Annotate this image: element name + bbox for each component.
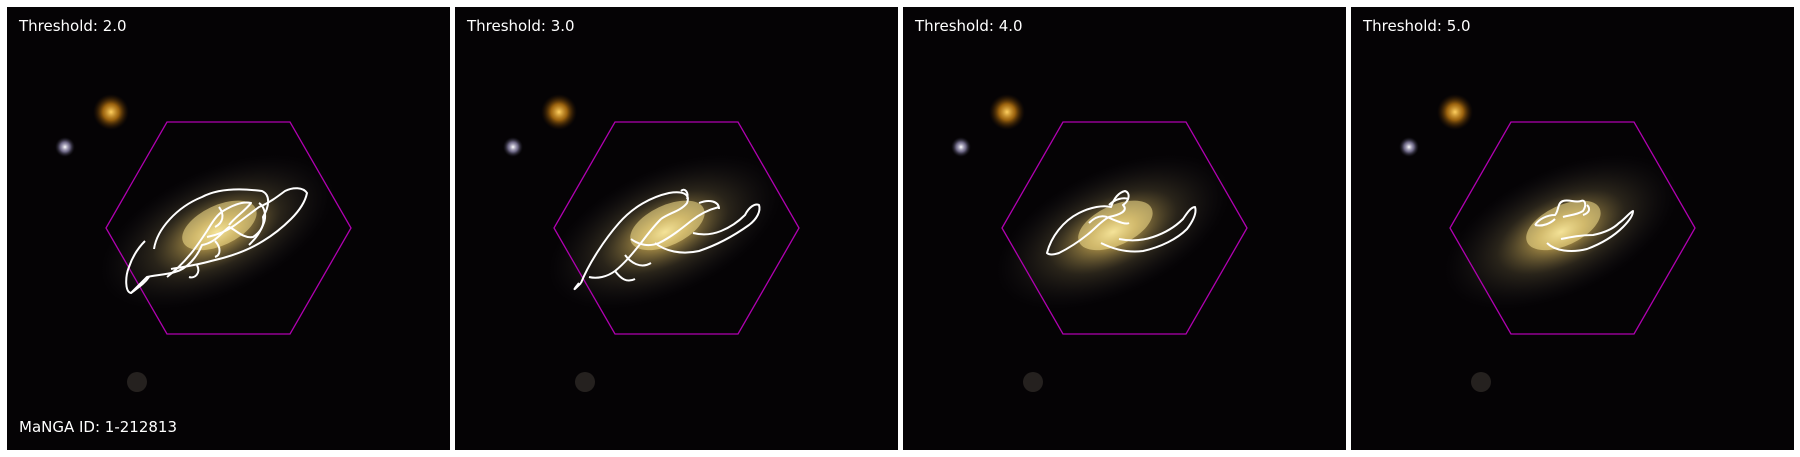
contour-lines — [1534, 199, 1634, 252]
background-star-white — [1399, 137, 1419, 157]
background-star-white — [55, 137, 75, 157]
ifu-hexagon — [105, 121, 352, 335]
galaxy — [996, 154, 1230, 310]
contour-lines — [125, 187, 308, 294]
galaxy-image — [903, 7, 1346, 450]
manga-id-label: MaNGA ID: 1-212813 — [19, 418, 178, 436]
contour-lines — [1046, 190, 1197, 256]
background-star-white — [503, 137, 523, 157]
threshold-label: Threshold: 2.0 — [19, 17, 127, 35]
background-star-orange — [989, 94, 1025, 130]
faint-source — [1023, 372, 1043, 392]
background-star-white — [951, 137, 971, 157]
background-star-orange — [93, 94, 129, 130]
faint-source — [575, 372, 595, 392]
ifu-hexagon — [1449, 121, 1696, 335]
galaxy-image — [455, 7, 898, 450]
galaxy — [1444, 154, 1678, 310]
threshold-label: Threshold: 4.0 — [915, 17, 1023, 35]
faint-source — [127, 372, 147, 392]
background-star-orange — [541, 94, 577, 130]
galaxy — [548, 154, 782, 310]
ifu-hexagon — [553, 121, 800, 335]
panel-threshold-4: Threshold: 4.0 — [903, 7, 1346, 450]
contour-lines — [573, 188, 761, 290]
galaxy-image — [1351, 7, 1794, 450]
faint-source — [1471, 372, 1491, 392]
background-star-orange — [1437, 94, 1473, 130]
galaxy-image — [7, 7, 450, 450]
threshold-label: Threshold: 5.0 — [1363, 17, 1471, 35]
galaxy — [100, 154, 334, 310]
panel-threshold-3: Threshold: 3.0 — [455, 7, 898, 450]
threshold-label: Threshold: 3.0 — [467, 17, 575, 35]
panel-threshold-2: Threshold: 2.0 MaNGA ID: 1-212813 — [7, 7, 450, 450]
panel-threshold-5: Threshold: 5.0 — [1351, 7, 1794, 450]
ifu-hexagon — [1001, 121, 1248, 335]
